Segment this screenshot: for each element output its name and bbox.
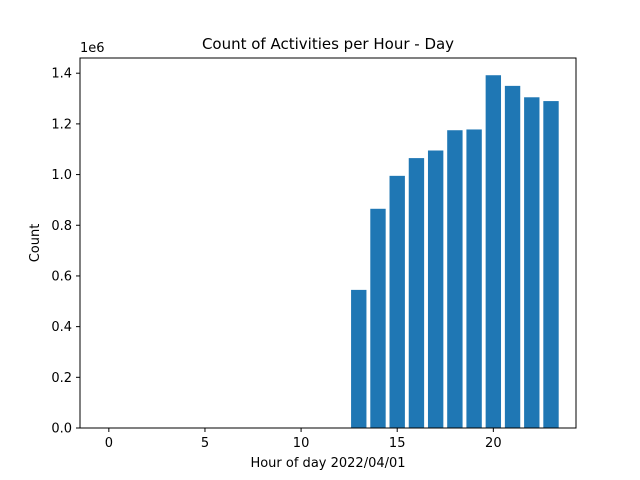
x-tick-label: 20 xyxy=(485,436,502,451)
y-tick-label: 1.0 xyxy=(51,168,72,183)
bar-hour-16 xyxy=(408,158,425,429)
bar-hour-23 xyxy=(543,101,559,429)
bar-hour-21 xyxy=(504,85,521,428)
bar-hour-22 xyxy=(524,97,540,428)
y-tick-label: 0.6 xyxy=(51,269,72,284)
bar-hour-13 xyxy=(351,289,367,428)
y-tick-label: 1.2 xyxy=(51,117,72,132)
bar-hour-19 xyxy=(466,129,482,428)
y-axis-label: Count xyxy=(28,224,43,263)
y-tick-label: 1.4 xyxy=(51,67,72,82)
x-axis-ticks: 0 5 10 15 20 xyxy=(105,428,502,451)
bar-hour-20 xyxy=(485,75,502,428)
y-tick-label: 0.8 xyxy=(51,219,72,234)
x-tick-label: 0 xyxy=(105,436,113,451)
y-tick-label: 0.4 xyxy=(51,320,72,335)
bar-hour-14 xyxy=(370,208,386,428)
bars-group xyxy=(351,75,559,429)
plot-area-frame xyxy=(79,57,577,429)
x-tick-label: 10 xyxy=(293,436,310,451)
y-tick-label: 0.2 xyxy=(51,371,72,386)
x-tick-label: 15 xyxy=(389,436,406,451)
y-axis-scale-label: 1e6 xyxy=(80,41,105,56)
bar-hour-17 xyxy=(427,150,444,428)
x-tick-label: 5 xyxy=(201,436,209,451)
y-tick-label: 0.0 xyxy=(51,422,72,437)
chart-title: Count of Activities per Hour - Day xyxy=(202,35,454,53)
bar-hour-15 xyxy=(389,175,405,428)
bar-hour-18 xyxy=(447,130,463,429)
y-axis-ticks: 0.0 0.2 0.4 0.6 0.8 1.0 1.2 1.4 xyxy=(51,67,80,437)
x-axis-label: Hour of day 2022/04/01 xyxy=(250,456,405,471)
